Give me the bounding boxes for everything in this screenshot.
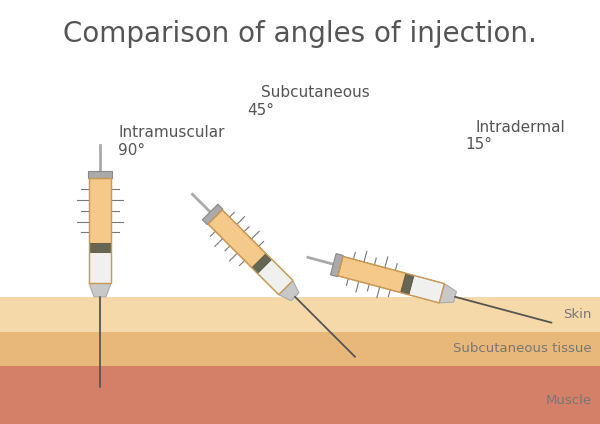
Text: Intramuscular: Intramuscular <box>118 125 224 140</box>
Text: 15°: 15° <box>465 137 492 152</box>
Polygon shape <box>257 259 293 295</box>
Polygon shape <box>338 257 406 293</box>
Text: Subcutaneous: Subcutaneous <box>260 85 370 100</box>
Polygon shape <box>89 243 111 252</box>
Polygon shape <box>439 284 457 303</box>
Polygon shape <box>279 281 299 301</box>
Bar <box>0 366 600 424</box>
Text: Comparison of angles of injection.: Comparison of angles of injection. <box>63 20 537 48</box>
Polygon shape <box>89 283 111 297</box>
Text: Skin: Skin <box>563 308 592 321</box>
Polygon shape <box>401 273 414 295</box>
Polygon shape <box>89 252 111 283</box>
Text: 45°: 45° <box>247 103 274 118</box>
Text: Muscle: Muscle <box>546 394 592 407</box>
Text: Intradermal: Intradermal <box>475 120 565 135</box>
Polygon shape <box>208 210 266 268</box>
Polygon shape <box>88 171 112 178</box>
Text: Subcutaneous tissue: Subcutaneous tissue <box>454 342 592 355</box>
Polygon shape <box>409 276 445 303</box>
Bar <box>0 332 600 366</box>
Polygon shape <box>252 254 272 273</box>
Text: 90°: 90° <box>118 143 145 158</box>
Polygon shape <box>202 204 223 225</box>
Polygon shape <box>89 178 111 243</box>
Bar <box>0 297 600 332</box>
Polygon shape <box>331 254 343 277</box>
